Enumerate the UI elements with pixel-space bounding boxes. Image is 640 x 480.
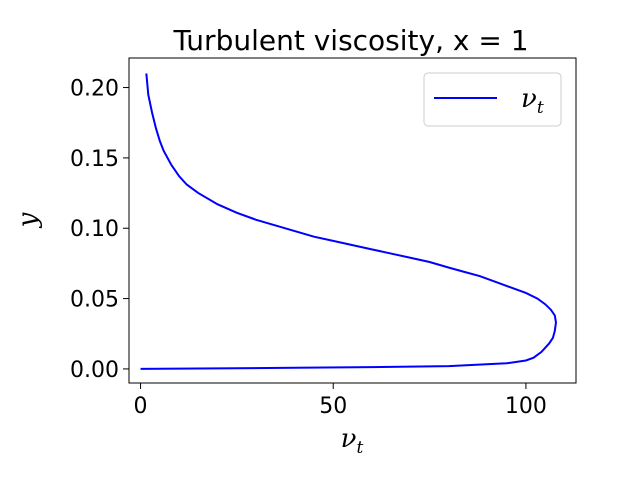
x-tick-label: 100: [505, 394, 547, 419]
legend: νt: [423, 72, 562, 127]
y-tick-label: 0.15: [70, 147, 119, 172]
y-tick-label: 0.00: [70, 358, 119, 383]
y-tick-label: 0.05: [70, 288, 119, 313]
x-axis-label-subscript: t: [356, 438, 363, 458]
series-line: [140, 73, 557, 370]
legend-label: νt: [521, 84, 544, 118]
legend-label-subscript: t: [537, 98, 544, 118]
y-axis-label: y: [13, 212, 43, 228]
x-axis-label: νt: [341, 424, 364, 458]
chart-title: Turbulent viscosity, x = 1: [172, 24, 528, 57]
x-tick-label: 50: [319, 394, 347, 419]
y-tick-label: 0.20: [70, 77, 119, 102]
y-tick-label: 0.10: [70, 217, 119, 242]
x-tick-label: 0: [134, 394, 148, 419]
legend-box: [423, 72, 562, 127]
